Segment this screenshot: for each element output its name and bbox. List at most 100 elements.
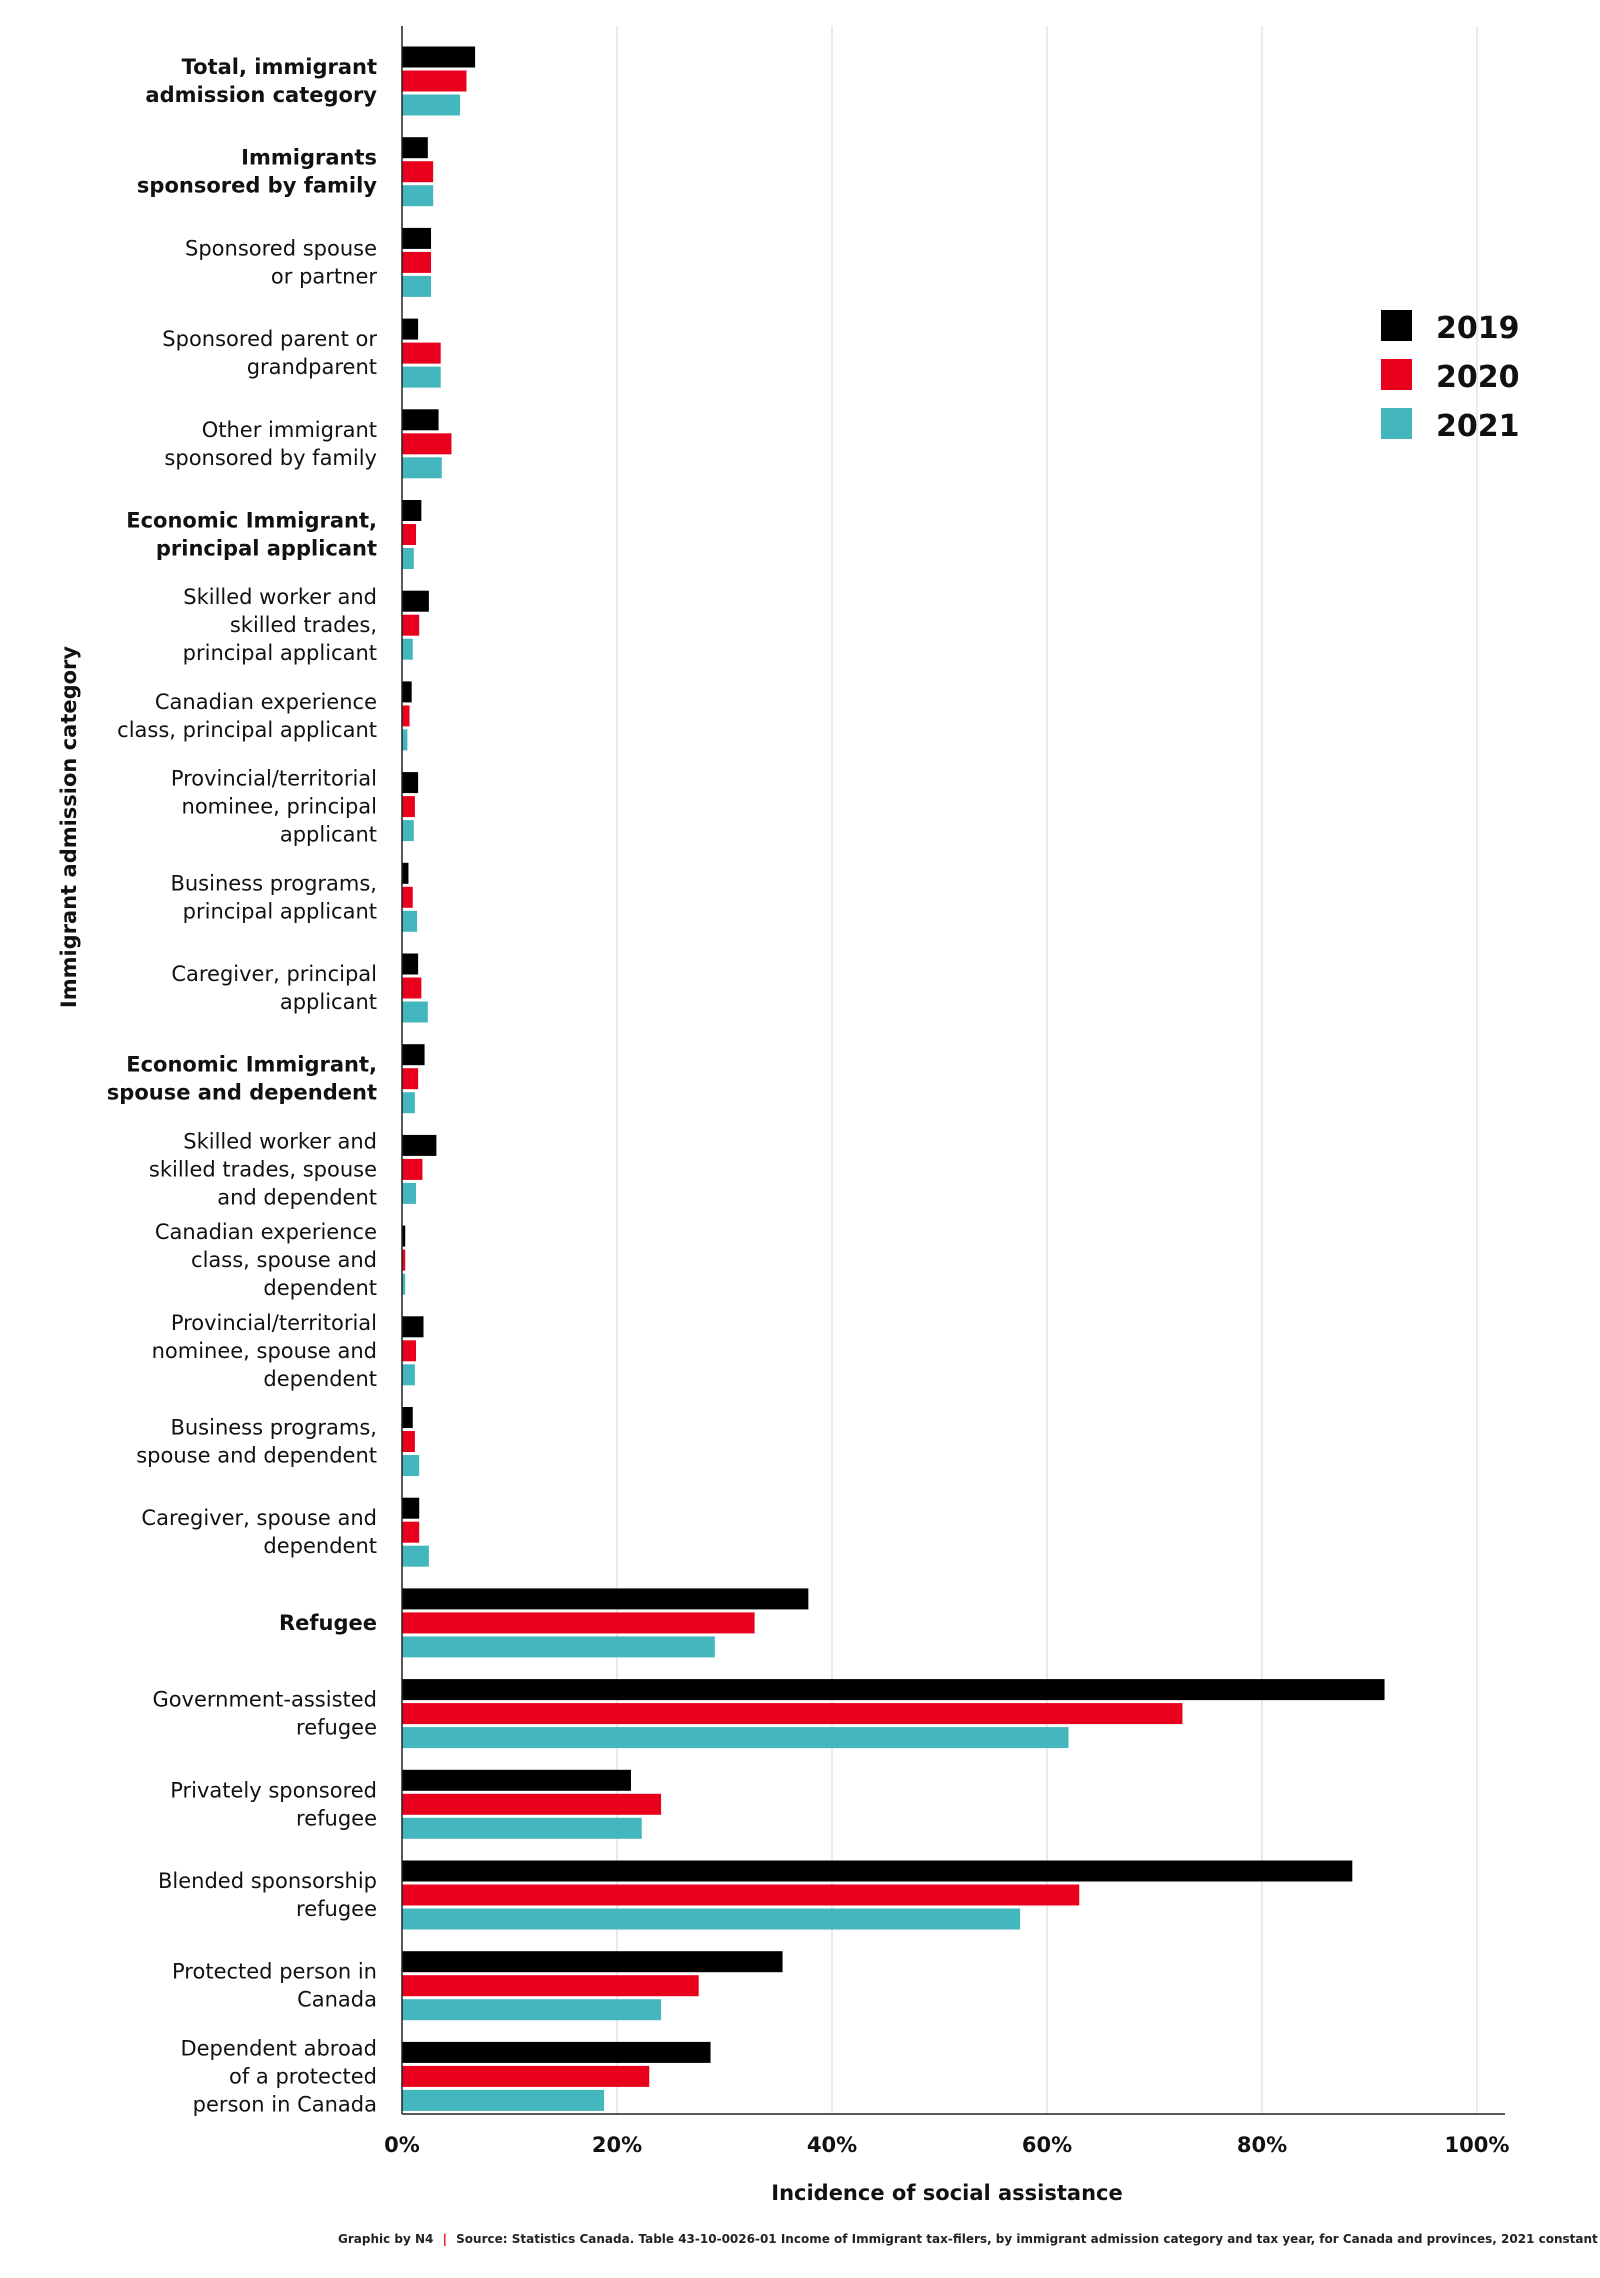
category-label: Canadian experience class, principal appl… <box>117 690 377 742</box>
bar-2021 <box>402 820 414 842</box>
bar-2020 <box>402 1068 419 1090</box>
bars <box>402 46 1385 2111</box>
bar-2021 <box>402 1182 416 1204</box>
category-label: Caregiver, spouse and dependent <box>141 1506 377 1558</box>
bar-2019 <box>402 681 412 703</box>
legend-label-2020: 2020 <box>1436 360 1520 395</box>
bar-2020 <box>402 1793 662 1815</box>
bar-2021 <box>402 1636 715 1658</box>
bar-2019 <box>402 1316 424 1338</box>
x-tick-label: 40% <box>807 2133 857 2157</box>
category-label: Refugee <box>279 1611 377 1635</box>
bar-2019 <box>402 1860 1353 1882</box>
bar-2020 <box>402 342 441 364</box>
category-label: Economic Immigrant, principal applicant <box>126 509 377 561</box>
bar-2019 <box>402 590 429 612</box>
legend-swatch-2019 <box>1381 310 1412 341</box>
category-label: Privately sponsored refugee <box>170 1778 377 1830</box>
bar-2020 <box>402 1158 423 1180</box>
legend-swatch-2020 <box>1381 359 1412 390</box>
bar-2019 <box>402 318 419 340</box>
source-separator: | <box>443 2232 447 2246</box>
bar-2020 <box>402 524 416 545</box>
bar-2020 <box>402 251 432 273</box>
category-label: Other immigrant sponsored by family <box>164 418 377 470</box>
category-label: Dependent abroad of a protected person in … <box>180 2036 377 2116</box>
category-label: Protected person in Canada <box>172 1960 377 2012</box>
bar-2019 <box>402 500 422 521</box>
bar-2021 <box>402 1817 642 1839</box>
bar-2020 <box>402 161 434 183</box>
bar-2021 <box>402 1364 415 1386</box>
bar-2019 <box>402 953 419 975</box>
bar-2020 <box>402 977 422 999</box>
bar-2021 <box>402 94 461 116</box>
bar-2020 <box>402 1884 1080 1906</box>
category-label: Sponsored parent or grandparent <box>162 327 377 379</box>
bar-2020 <box>402 1340 416 1362</box>
bar-2019 <box>402 1769 631 1791</box>
y-axis-title: Immigrant admission category <box>57 646 81 1009</box>
category-label: Provincial/territorial nominee, spouse an… <box>152 1311 377 1391</box>
bar-2019 <box>402 862 409 884</box>
bar-2019 <box>402 1679 1385 1701</box>
category-label: Skilled worker and skilled trades, spouse… <box>149 1129 377 1209</box>
bar-2021 <box>402 1001 428 1023</box>
category-label: Canadian experience class, spouse and depe… <box>155 1220 377 1300</box>
bar-2020 <box>402 796 415 818</box>
bar-2021 <box>402 1273 406 1295</box>
bar-2019 <box>402 1044 425 1066</box>
bar-2019 <box>402 227 432 249</box>
bar-2020 <box>402 614 420 636</box>
bar-2019 <box>402 2041 711 2063</box>
x-tick-label: 20% <box>592 2133 642 2157</box>
bar-2021 <box>402 729 408 751</box>
x-tick-label: 0% <box>384 2133 420 2157</box>
category-label: Business programs, spouse and dependent <box>136 1416 377 1468</box>
legend-label-2021: 2021 <box>1436 409 1520 444</box>
category-label: Business programs, principal applicant <box>170 871 377 923</box>
category-labels: Total, immigrant admission category Immigr… <box>107 55 378 2116</box>
bar-2019 <box>402 1134 437 1156</box>
bar-2019 <box>402 772 419 794</box>
x-tick-labels: 0% 20% 40% 60% 80% 100% <box>384 2133 1509 2157</box>
bar-2021 <box>402 1999 662 2021</box>
axes <box>401 26 1505 2115</box>
bar-2021 <box>402 638 413 660</box>
bar-2019 <box>402 137 428 159</box>
bar-2019 <box>402 1588 809 1610</box>
bar-2020 <box>402 1703 1183 1725</box>
bar-2021 <box>402 275 432 297</box>
bar-2021 <box>402 1545 429 1567</box>
bar-2020 <box>402 70 467 92</box>
bar-2021 <box>402 1455 420 1476</box>
x-tick-label: 80% <box>1237 2133 1287 2157</box>
x-tick-label: 60% <box>1022 2133 1072 2157</box>
legend-swatch-2021 <box>1381 408 1412 439</box>
bar-2021 <box>402 366 441 388</box>
bar-2020 <box>402 1249 406 1271</box>
category-label: Skilled worker and skilled trades, princip… <box>183 585 377 665</box>
bar-2020 <box>402 1975 699 1997</box>
bar-2019 <box>402 1497 420 1519</box>
bar-2021 <box>402 1092 415 1114</box>
bar-2021 <box>402 548 414 569</box>
bar-2020 <box>402 1431 415 1452</box>
bar-2021 <box>402 910 418 932</box>
source-text: Source: Statistics Canada. Table 43-10-0… <box>456 2232 1600 2246</box>
gridlines <box>616 26 1478 2114</box>
category-label: Government-assisted refugee <box>152 1688 377 1740</box>
bar-2020 <box>402 886 413 908</box>
bar-2020 <box>402 2065 650 2087</box>
bar-2020 <box>402 1612 755 1634</box>
bar-2019 <box>402 1951 783 1973</box>
bar-2021 <box>402 457 442 479</box>
category-label: Provincial/territorial nominee, principal… <box>171 767 377 847</box>
category-label: Sponsored spouse or partner <box>185 236 377 288</box>
bar-2020 <box>402 1521 420 1543</box>
bar-2021 <box>402 185 434 207</box>
legend: 2019 2020 2021 <box>1381 310 1520 444</box>
bar-2021 <box>402 2089 605 2111</box>
bar-2019 <box>402 409 439 431</box>
